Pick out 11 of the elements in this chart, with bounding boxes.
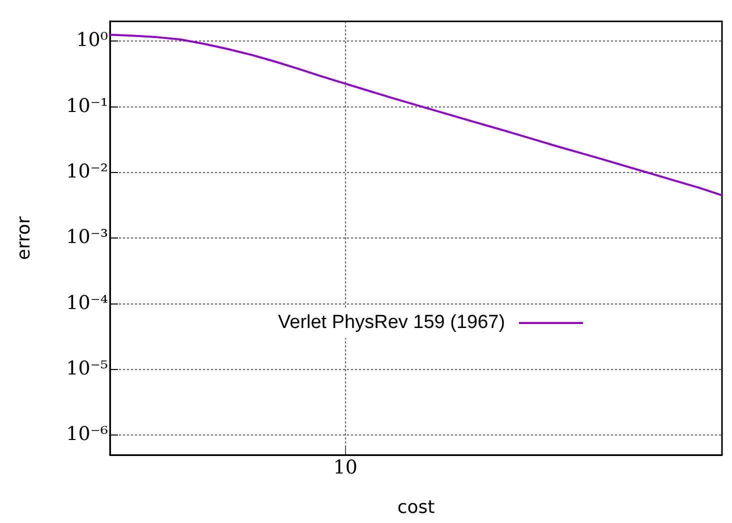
x-axis-title: cost — [397, 496, 435, 518]
y-tick-label: 10⁻² — [66, 160, 108, 182]
x-tick-label: 10 — [333, 456, 358, 478]
y-tick-label: 10⁻⁵ — [66, 357, 108, 380]
y-tick-label: 10⁻⁴ — [66, 292, 108, 314]
y-tick-label: 10⁻¹ — [66, 94, 108, 117]
y-tick-label: 10⁻⁶ — [66, 423, 108, 446]
y-axis-title: error — [13, 216, 34, 260]
y-tick-label: 10⁻³ — [66, 226, 108, 248]
y-tick-label: 10⁰ — [76, 29, 108, 52]
legend-label: Verlet PhysRev 159 (1967) — [278, 312, 506, 334]
